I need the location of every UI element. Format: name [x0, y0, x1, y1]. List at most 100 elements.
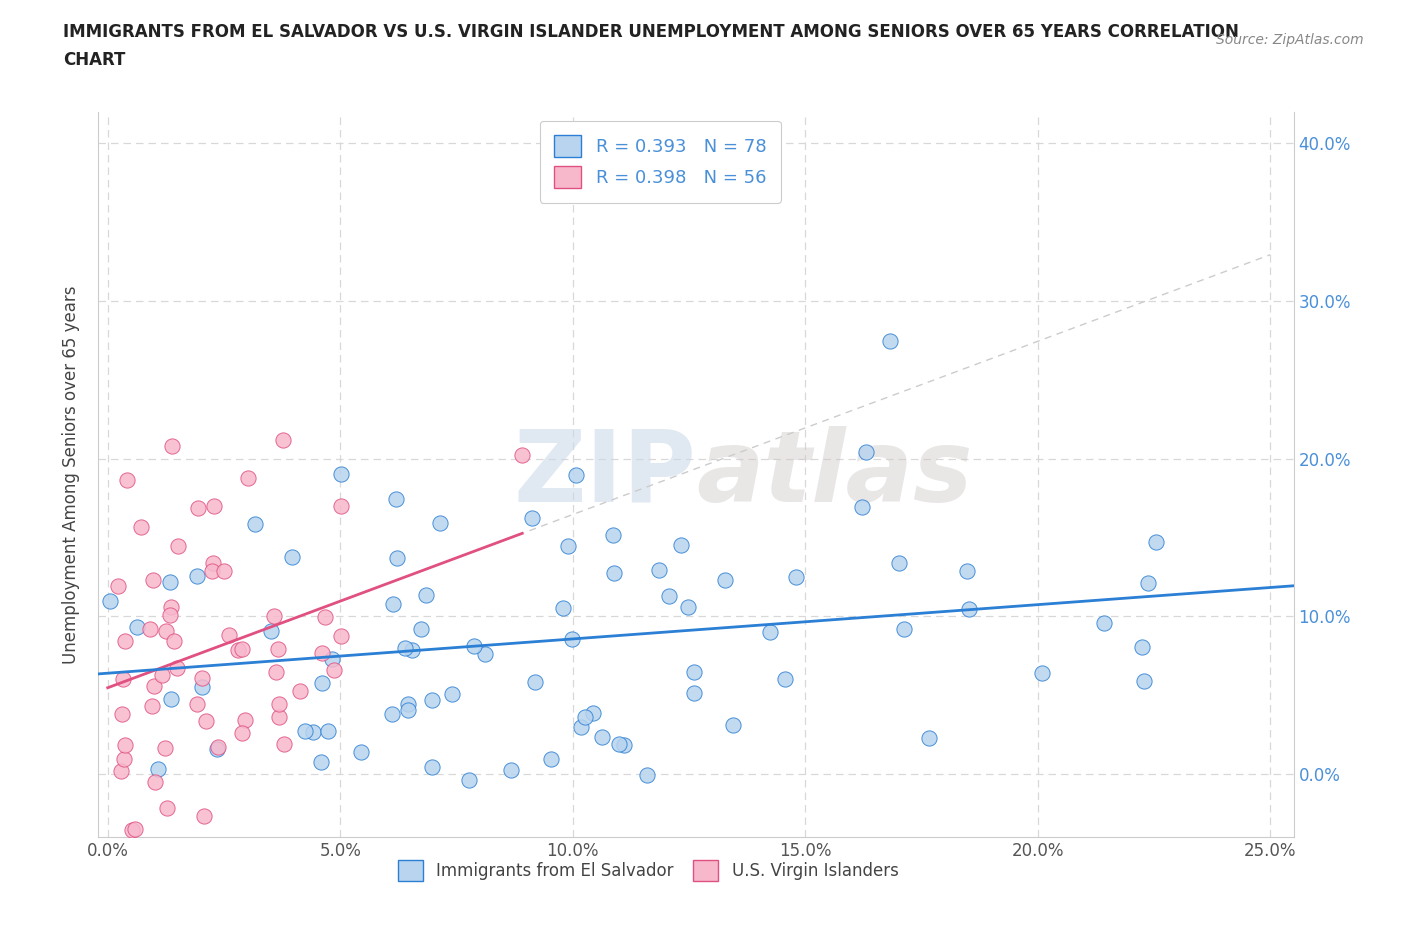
Point	[125, 619, 148, 634]
Point	[264, 665, 287, 680]
Point	[540, 751, 562, 766]
Point	[1133, 674, 1156, 689]
Point	[851, 499, 873, 514]
Point	[162, 439, 184, 454]
Point	[602, 565, 624, 580]
Point	[160, 599, 183, 614]
Point	[330, 629, 353, 644]
Point	[142, 572, 165, 587]
Point	[613, 738, 636, 753]
Point	[683, 685, 706, 700]
Point	[420, 760, 443, 775]
Point	[396, 703, 419, 718]
Point	[288, 684, 311, 698]
Point	[311, 645, 333, 660]
Point	[1130, 639, 1153, 654]
Point	[150, 668, 173, 683]
Point	[569, 719, 592, 734]
Point	[323, 662, 346, 677]
Point	[194, 713, 217, 728]
Point	[551, 601, 574, 616]
Point	[212, 564, 235, 578]
Point	[893, 621, 915, 636]
Point	[855, 445, 877, 459]
Point	[591, 730, 613, 745]
Point	[1031, 666, 1053, 681]
Point	[159, 607, 181, 622]
Point	[207, 740, 229, 755]
Point	[112, 751, 135, 766]
Point	[582, 706, 605, 721]
Point	[329, 467, 352, 482]
Point	[129, 520, 152, 535]
Point	[329, 498, 352, 513]
Point	[602, 527, 624, 542]
Point	[648, 563, 671, 578]
Point	[114, 737, 136, 752]
Point	[785, 569, 807, 584]
Point	[775, 671, 797, 686]
Point	[190, 671, 212, 685]
Point	[887, 556, 910, 571]
Point	[153, 740, 176, 755]
Point	[396, 697, 419, 711]
Point	[463, 638, 485, 653]
Text: IMMIGRANTS FROM EL SALVADOR VS U.S. VIRGIN ISLANDER UNEMPLOYMENT AMONG SENIORS O: IMMIGRANTS FROM EL SALVADOR VS U.S. VIRG…	[63, 23, 1239, 41]
Point	[401, 643, 423, 658]
Point	[107, 578, 129, 593]
Point	[110, 764, 132, 778]
Point	[316, 724, 339, 738]
Point	[385, 551, 408, 565]
Point	[636, 768, 658, 783]
Point	[394, 640, 416, 655]
Point	[159, 691, 181, 706]
Point	[186, 697, 208, 711]
Point	[957, 602, 980, 617]
Point	[117, 472, 139, 487]
Point	[1092, 616, 1115, 631]
Point	[143, 775, 166, 790]
Point	[111, 706, 134, 721]
Point	[267, 697, 290, 711]
Point	[269, 710, 291, 724]
Point	[723, 717, 745, 732]
Point	[263, 609, 285, 624]
Legend: Immigrants from El Salvador, U.S. Virgin Islanders: Immigrants from El Salvador, U.S. Virgin…	[384, 847, 912, 894]
Point	[314, 610, 336, 625]
Point	[565, 468, 588, 483]
Point	[231, 726, 253, 741]
Point	[201, 564, 224, 578]
Point	[411, 622, 433, 637]
Point	[167, 538, 190, 553]
Point	[231, 642, 253, 657]
Point	[956, 564, 979, 578]
Point	[202, 499, 225, 514]
Point	[918, 731, 941, 746]
Point	[714, 573, 737, 588]
Point	[385, 492, 408, 507]
Point	[139, 621, 162, 636]
Point	[759, 625, 782, 640]
Point	[159, 575, 181, 590]
Point	[294, 724, 316, 738]
Point	[474, 646, 496, 661]
Point	[501, 762, 523, 777]
Point	[273, 433, 295, 448]
Point	[682, 664, 704, 679]
Point	[302, 724, 325, 739]
Point	[141, 698, 163, 713]
Point	[236, 471, 259, 485]
Point	[422, 692, 444, 707]
Point	[311, 676, 333, 691]
Text: atlas: atlas	[696, 426, 973, 523]
Point	[1146, 534, 1168, 549]
Point	[226, 643, 249, 658]
Point	[879, 334, 901, 349]
Point	[523, 674, 546, 689]
Point	[415, 588, 437, 603]
Point	[309, 754, 332, 769]
Point	[148, 762, 170, 777]
Point	[98, 594, 121, 609]
Point	[658, 589, 681, 604]
Point	[281, 550, 304, 565]
